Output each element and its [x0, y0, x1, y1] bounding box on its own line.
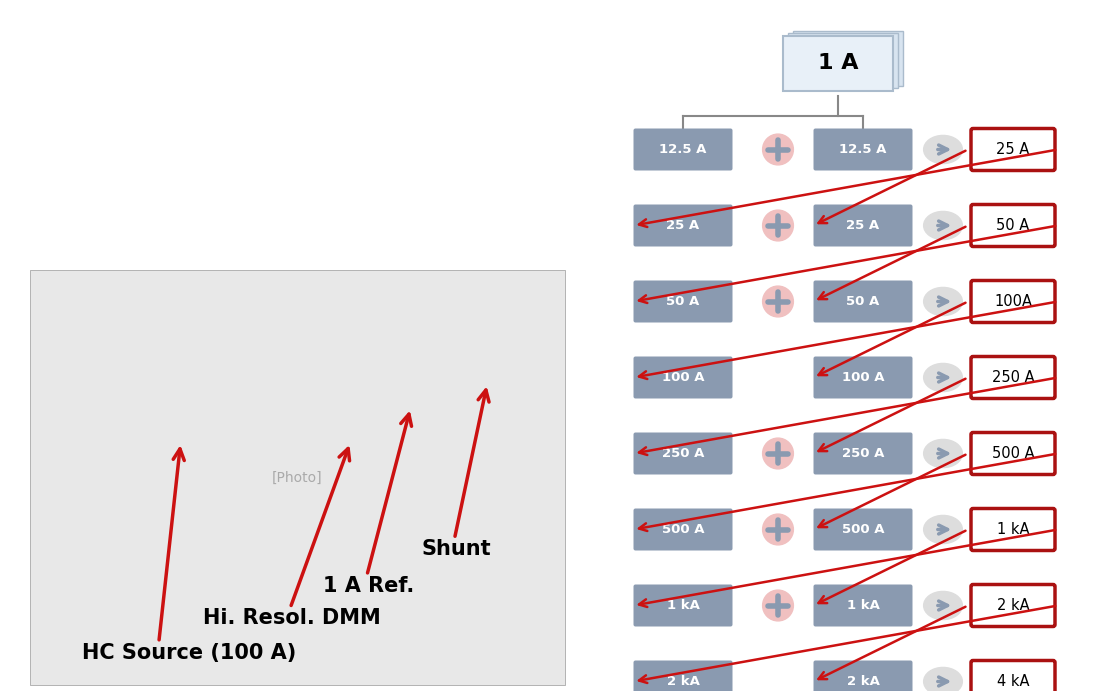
- Text: 500 A: 500 A: [842, 523, 885, 536]
- Ellipse shape: [924, 287, 963, 316]
- FancyBboxPatch shape: [814, 585, 912, 627]
- Ellipse shape: [924, 135, 963, 164]
- FancyBboxPatch shape: [971, 509, 1054, 551]
- Ellipse shape: [762, 134, 794, 165]
- Ellipse shape: [762, 210, 794, 241]
- Text: Shunt: Shunt: [422, 540, 492, 559]
- Text: 1 A: 1 A: [818, 53, 858, 73]
- Text: 100 A: 100 A: [842, 371, 885, 384]
- Text: Hi. Resol. DMM: Hi. Resol. DMM: [203, 609, 380, 628]
- Ellipse shape: [762, 286, 794, 317]
- Text: 1 kA: 1 kA: [846, 599, 879, 612]
- Ellipse shape: [924, 211, 963, 240]
- FancyBboxPatch shape: [814, 281, 912, 323]
- FancyBboxPatch shape: [971, 129, 1054, 171]
- FancyBboxPatch shape: [814, 357, 912, 399]
- FancyBboxPatch shape: [788, 33, 898, 88]
- FancyBboxPatch shape: [634, 585, 733, 627]
- Text: 1 kA: 1 kA: [996, 522, 1029, 537]
- Text: 2 kA: 2 kA: [667, 675, 700, 688]
- Text: 50 A: 50 A: [846, 295, 879, 308]
- FancyBboxPatch shape: [814, 433, 912, 475]
- FancyBboxPatch shape: [634, 357, 733, 399]
- Text: 250 A: 250 A: [661, 447, 704, 460]
- FancyBboxPatch shape: [814, 509, 912, 551]
- FancyBboxPatch shape: [634, 509, 733, 551]
- Ellipse shape: [762, 514, 794, 545]
- Text: 50 A: 50 A: [667, 295, 700, 308]
- Ellipse shape: [762, 590, 794, 621]
- Text: 250 A: 250 A: [992, 370, 1035, 385]
- Text: 25 A: 25 A: [846, 219, 879, 232]
- FancyBboxPatch shape: [971, 357, 1054, 399]
- FancyBboxPatch shape: [634, 205, 733, 247]
- Text: 100 A: 100 A: [661, 371, 704, 384]
- FancyBboxPatch shape: [783, 35, 894, 91]
- FancyBboxPatch shape: [971, 281, 1054, 323]
- Text: 2 kA: 2 kA: [846, 675, 879, 688]
- Text: 2 kA: 2 kA: [996, 598, 1029, 613]
- Text: 12.5 A: 12.5 A: [839, 143, 887, 156]
- Ellipse shape: [924, 668, 963, 691]
- Ellipse shape: [924, 515, 963, 544]
- Text: 25 A: 25 A: [667, 219, 700, 232]
- FancyBboxPatch shape: [814, 129, 912, 171]
- Text: 25 A: 25 A: [996, 142, 1029, 157]
- Text: HC Source (100 A): HC Source (100 A): [82, 643, 297, 663]
- Text: 12.5 A: 12.5 A: [659, 143, 706, 156]
- FancyBboxPatch shape: [971, 661, 1054, 691]
- Text: 4 kA: 4 kA: [996, 674, 1029, 689]
- Text: 1 kA: 1 kA: [667, 599, 700, 612]
- FancyBboxPatch shape: [971, 433, 1054, 475]
- Text: 100A: 100A: [994, 294, 1031, 309]
- Ellipse shape: [924, 439, 963, 468]
- Text: 500 A: 500 A: [992, 446, 1035, 461]
- Text: 1 A Ref.: 1 A Ref.: [323, 576, 414, 596]
- Text: 500 A: 500 A: [661, 523, 704, 536]
- FancyBboxPatch shape: [634, 661, 733, 691]
- FancyBboxPatch shape: [634, 433, 733, 475]
- FancyBboxPatch shape: [971, 585, 1054, 627]
- FancyBboxPatch shape: [30, 270, 565, 685]
- Text: 250 A: 250 A: [842, 447, 884, 460]
- Ellipse shape: [924, 591, 963, 620]
- FancyBboxPatch shape: [971, 205, 1054, 247]
- FancyBboxPatch shape: [634, 281, 733, 323]
- Ellipse shape: [924, 363, 963, 392]
- Text: [Photo]: [Photo]: [273, 471, 323, 484]
- Ellipse shape: [762, 438, 794, 469]
- Text: 50 A: 50 A: [996, 218, 1029, 233]
- FancyBboxPatch shape: [814, 205, 912, 247]
- FancyBboxPatch shape: [814, 661, 912, 691]
- FancyBboxPatch shape: [634, 129, 733, 171]
- FancyBboxPatch shape: [793, 30, 903, 86]
